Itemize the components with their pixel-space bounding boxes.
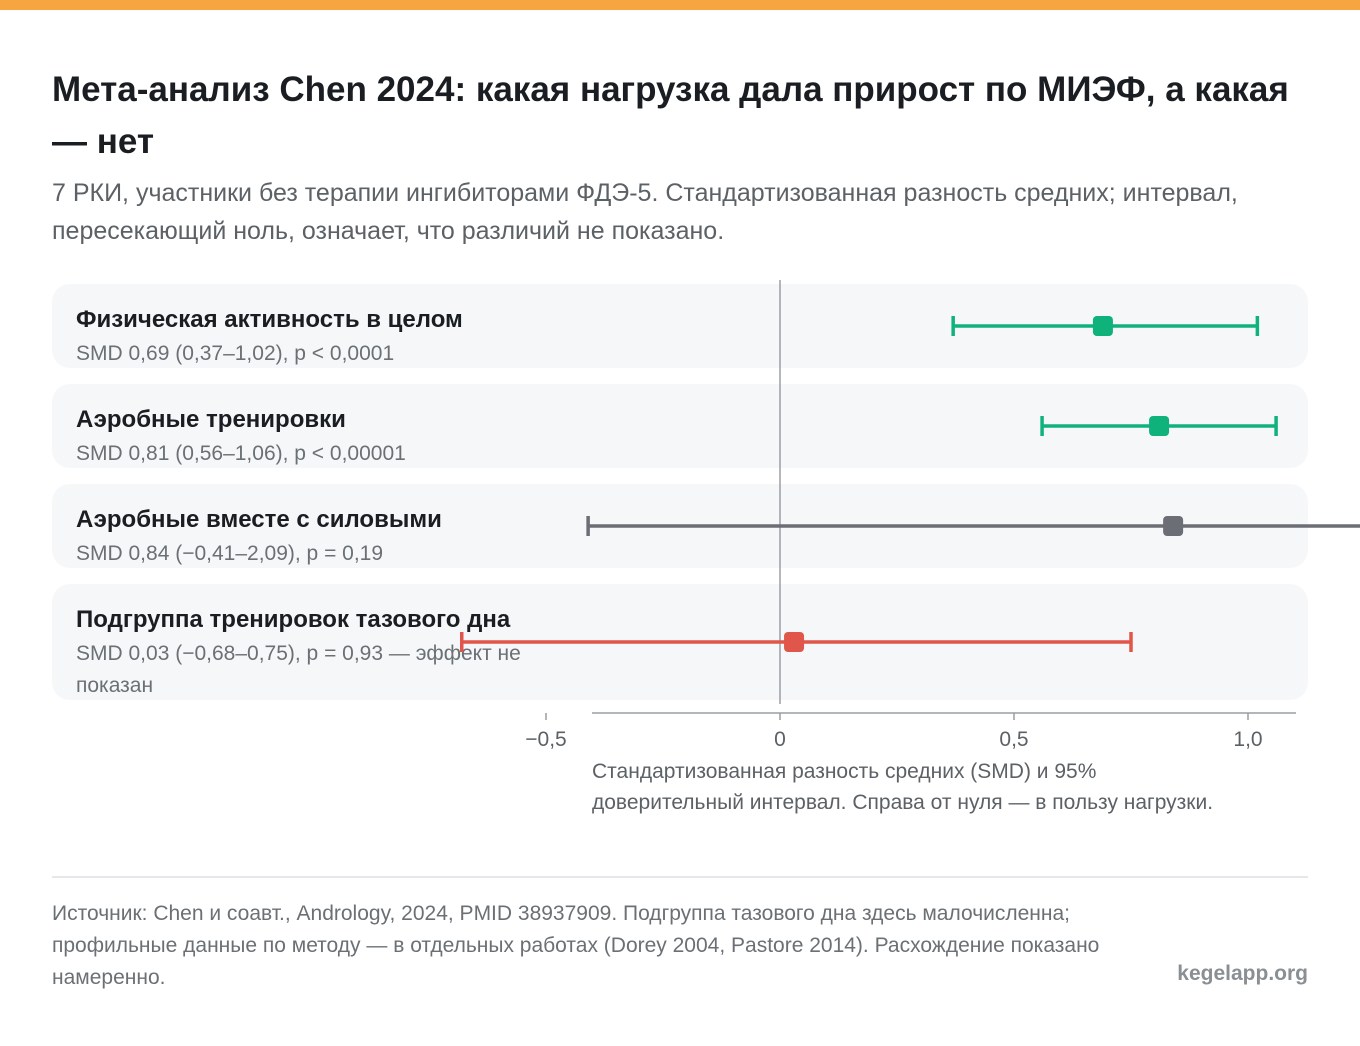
- x-tick-label: 0,5: [999, 728, 1028, 751]
- footer-divider: [52, 876, 1308, 878]
- row-label: Подгруппа тренировок тазового дна: [76, 606, 511, 633]
- x-tick-label: 0: [774, 728, 786, 751]
- forest-plot: −0,500,51,01,52,0: [460, 280, 1360, 751]
- point-estimate: [1163, 516, 1184, 536]
- point-estimate: [1092, 316, 1113, 336]
- site-link[interactable]: kegelapp.org: [1177, 962, 1308, 985]
- point-estimate: [784, 632, 805, 652]
- x-tick-label: −0,5: [525, 728, 566, 751]
- row-stat: SMD 0,69 (0,37–1,02), p < 0,0001: [76, 342, 395, 365]
- page-title: Мета-анализ Chen 2024: какая нагрузка да…: [52, 70, 1289, 161]
- row-stat: SMD 0,03 (−0,68–0,75), p = 0,93 — эффект…: [76, 642, 521, 697]
- point-estimate: [1149, 416, 1170, 436]
- source-note: Источник: Chen и соавт., Andrology, 2024…: [52, 902, 1100, 989]
- row-label: Аэробные тренировки: [76, 406, 346, 433]
- page-subtitle: 7 РКИ, участники без терапии ингибиторам…: [52, 179, 1238, 245]
- row-label: Физическая активность в целом: [76, 306, 463, 333]
- top-accent-bar: [0, 0, 1360, 10]
- row-stat: SMD 0,84 (−0,41–2,09), p = 0,19: [76, 542, 384, 565]
- x-axis-title: Стандартизованная разность средних (SMD)…: [592, 760, 1214, 814]
- x-tick-label: 1,0: [1233, 728, 1262, 751]
- row-stat: SMD 0,81 (0,56–1,06), p < 0,00001: [76, 442, 406, 465]
- row-label: Аэробные вместе с силовыми: [76, 506, 442, 533]
